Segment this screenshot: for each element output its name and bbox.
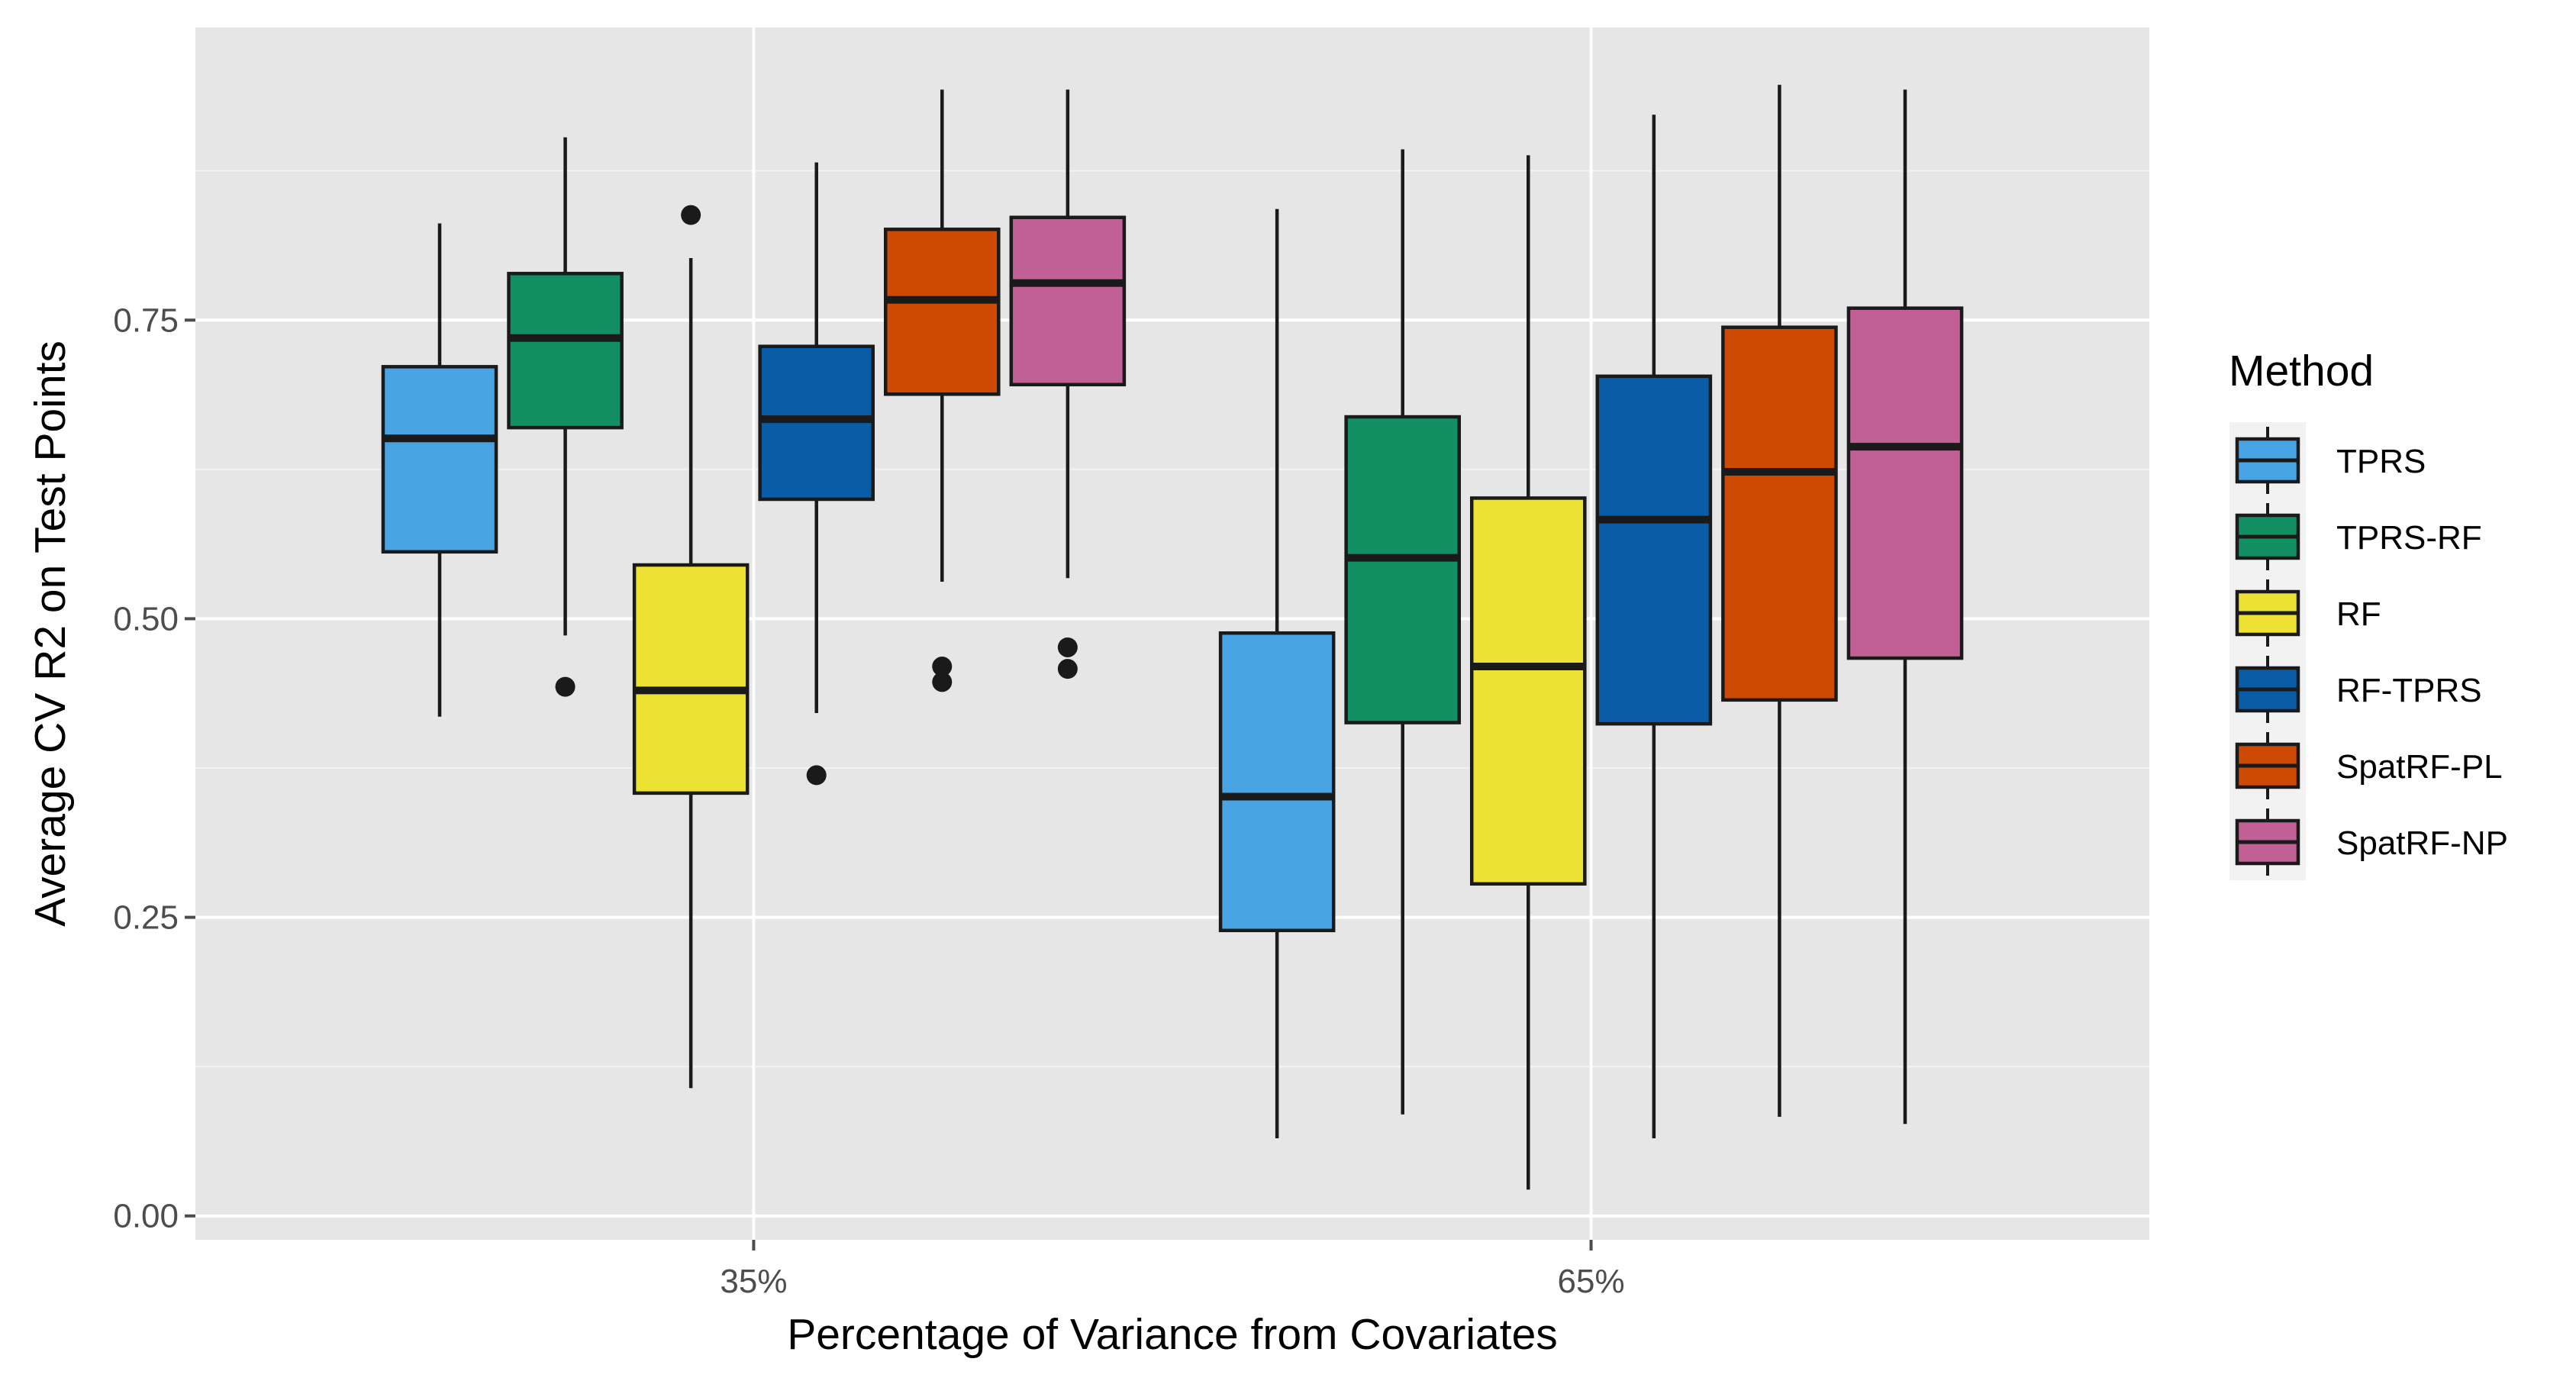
box-body	[507, 272, 624, 430]
outlier-point	[806, 765, 827, 786]
legend-item-SpatRF-NP: SpatRF-NP	[2229, 804, 2508, 880]
legend-item-RF: RF	[2229, 575, 2381, 651]
legend-label: TPRS	[2336, 443, 2426, 480]
y-tick-label: 0.75	[113, 302, 179, 339]
legend-label: RF-TPRS	[2336, 672, 2482, 709]
legend-title: Method	[2229, 347, 2374, 395]
outlier-point	[1057, 659, 1078, 679]
legend-item-TPRS: TPRS	[2229, 422, 2426, 499]
box-TPRS-RF-65%	[1344, 149, 1462, 1115]
legend-item-RF-TPRS: RF-TPRS	[2229, 651, 2482, 728]
outlier-point	[681, 205, 701, 225]
outlier-point	[932, 672, 953, 692]
box-SpatRF-PL-65%	[1721, 85, 1838, 1117]
box-body	[1009, 215, 1127, 387]
x-tick-label: 35%	[720, 1263, 787, 1300]
box-TPRS-35%	[381, 223, 498, 717]
box-RF-TPRS-35%	[758, 162, 875, 786]
box-body	[1218, 631, 1336, 933]
legend-label: TPRS-RF	[2336, 519, 2482, 557]
box-body	[1595, 374, 1713, 726]
box-RF-TPRS-65%	[1595, 115, 1713, 1139]
x-axis-title: Percentage of Variance from Covariates	[787, 1310, 1558, 1359]
box-SpatRF-NP-35%	[1009, 89, 1127, 679]
legend-items: TPRS TPRS-RF RF RF-TPRS SpatRF-PL SpatRF-NP	[2229, 422, 2508, 880]
box-body	[632, 563, 750, 795]
y-tick-label: 0.50	[113, 600, 179, 637]
box-body	[1721, 325, 1838, 702]
y-tick-label: 0.00	[113, 1198, 179, 1235]
axes: 0.00 0.25 0.50 0.75 35% 65%	[113, 302, 1624, 1300]
box-TPRS-RF-35%	[507, 137, 624, 697]
legend-item-SpatRF-PL: SpatRF-PL	[2229, 728, 2503, 804]
legend-label: SpatRF-PL	[2336, 748, 2503, 786]
outlier-point	[555, 676, 575, 697]
box-body	[1846, 306, 1964, 660]
outlier-point	[1057, 637, 1078, 657]
legend-label: SpatRF-NP	[2336, 825, 2508, 862]
y-tick-label: 0.25	[113, 899, 179, 937]
box-RF-35%	[632, 205, 750, 1089]
box-body	[1344, 415, 1462, 724]
x-tick-label: 65%	[1558, 1263, 1625, 1300]
legend-item-TPRS-RF: TPRS-RF	[2229, 499, 2482, 575]
legend-label: RF	[2336, 595, 2381, 633]
box-SpatRF-NP-65%	[1846, 89, 1964, 1125]
box-body	[381, 365, 498, 554]
box-SpatRF-PL-35%	[883, 89, 1001, 692]
legend: Method TPRS TPRS-RF RF RF-TPRS SpatRF-PL Spat…	[2229, 347, 2508, 880]
boxes	[381, 85, 1964, 1190]
outlier-point	[932, 657, 953, 677]
box-body	[1469, 496, 1587, 886]
box-body	[883, 228, 1001, 396]
y-axis-title: Average CV R2 on Test Points	[26, 340, 75, 927]
box-TPRS-65%	[1218, 208, 1336, 1139]
box-RF-65%	[1469, 155, 1587, 1190]
